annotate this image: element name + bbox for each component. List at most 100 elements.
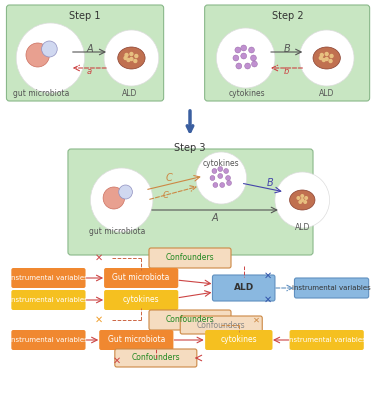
Circle shape (134, 60, 137, 62)
Text: ALD: ALD (319, 88, 334, 98)
FancyBboxPatch shape (11, 268, 86, 288)
Circle shape (305, 197, 307, 199)
Circle shape (226, 176, 231, 180)
Circle shape (127, 58, 130, 62)
Circle shape (210, 176, 215, 180)
FancyBboxPatch shape (205, 5, 370, 101)
FancyBboxPatch shape (149, 248, 231, 268)
Circle shape (220, 182, 225, 188)
Text: Confounders: Confounders (166, 316, 214, 324)
Ellipse shape (313, 47, 340, 69)
Circle shape (218, 166, 223, 172)
Text: Confounders: Confounders (197, 320, 245, 330)
Circle shape (275, 172, 329, 228)
Circle shape (325, 58, 328, 60)
FancyBboxPatch shape (212, 275, 275, 301)
Circle shape (241, 45, 247, 51)
Circle shape (241, 53, 247, 59)
Text: gut microbiota: gut microbiota (89, 228, 145, 236)
Circle shape (301, 199, 304, 201)
Circle shape (320, 54, 323, 56)
Text: ALD: ALD (234, 284, 254, 292)
Text: cytokines: cytokines (123, 296, 160, 304)
Circle shape (90, 168, 153, 232)
Text: Step 3: Step 3 (174, 143, 206, 153)
Text: a: a (87, 68, 92, 76)
Text: gut microbiota: gut microbiota (13, 88, 70, 98)
Circle shape (236, 63, 242, 69)
Circle shape (245, 63, 250, 69)
Circle shape (224, 168, 228, 174)
Circle shape (130, 52, 133, 56)
Text: Step 1: Step 1 (69, 11, 100, 21)
FancyBboxPatch shape (115, 349, 197, 367)
Circle shape (104, 30, 159, 86)
Text: cytokines: cytokines (228, 88, 265, 98)
Circle shape (119, 185, 132, 199)
Circle shape (301, 195, 304, 197)
Text: Gut microbiota: Gut microbiota (112, 274, 170, 282)
FancyBboxPatch shape (11, 330, 86, 350)
Circle shape (319, 56, 322, 60)
Text: instrumental variables: instrumental variables (9, 337, 88, 343)
FancyBboxPatch shape (149, 310, 231, 330)
FancyBboxPatch shape (99, 330, 173, 350)
Text: b: b (284, 68, 289, 76)
Text: cytokines: cytokines (220, 336, 257, 344)
Text: ALD: ALD (294, 224, 310, 232)
Circle shape (196, 152, 247, 204)
Text: A: A (211, 213, 218, 223)
Text: Confounders: Confounders (166, 254, 214, 262)
Text: ✕: ✕ (253, 316, 260, 324)
Text: ALD: ALD (122, 88, 137, 98)
Circle shape (226, 180, 231, 186)
Circle shape (213, 182, 218, 188)
Text: A: A (86, 44, 93, 54)
Circle shape (297, 197, 300, 199)
FancyBboxPatch shape (104, 290, 178, 310)
Text: ✕: ✕ (113, 356, 121, 366)
Circle shape (135, 54, 138, 58)
Text: instrumental variables: instrumental variables (9, 275, 88, 281)
Circle shape (252, 61, 257, 67)
Text: ✕: ✕ (95, 315, 103, 325)
Circle shape (130, 58, 133, 60)
Circle shape (216, 28, 275, 88)
Text: ✕: ✕ (264, 271, 272, 281)
Text: instrumental variables: instrumental variables (287, 337, 366, 343)
Text: B: B (283, 44, 290, 54)
Text: B: B (267, 178, 274, 188)
Circle shape (235, 47, 241, 53)
Circle shape (250, 55, 256, 61)
Circle shape (125, 54, 128, 56)
Circle shape (124, 56, 127, 60)
Ellipse shape (290, 190, 315, 210)
Circle shape (329, 60, 332, 62)
Text: ✕: ✕ (95, 253, 103, 263)
Ellipse shape (118, 47, 145, 69)
FancyBboxPatch shape (68, 149, 313, 255)
Circle shape (212, 168, 217, 174)
Circle shape (41, 41, 57, 57)
Circle shape (16, 23, 85, 93)
Text: cytokines: cytokines (203, 158, 239, 168)
Circle shape (330, 54, 333, 58)
Circle shape (218, 174, 223, 178)
Text: Step 2: Step 2 (272, 11, 304, 21)
FancyBboxPatch shape (104, 268, 178, 288)
Circle shape (299, 201, 302, 203)
Text: ✕: ✕ (264, 295, 272, 305)
FancyBboxPatch shape (6, 5, 164, 101)
Circle shape (322, 58, 325, 62)
FancyBboxPatch shape (11, 290, 86, 310)
Circle shape (304, 201, 307, 203)
Text: instrumental variables: instrumental variables (9, 297, 88, 303)
Text: Gut microbiota: Gut microbiota (108, 336, 165, 344)
FancyBboxPatch shape (205, 330, 272, 350)
Text: C: C (165, 173, 172, 183)
Text: Confounders: Confounders (131, 354, 180, 362)
FancyBboxPatch shape (294, 278, 369, 298)
Circle shape (103, 187, 125, 209)
FancyBboxPatch shape (290, 330, 364, 350)
Text: C: C (163, 192, 168, 200)
